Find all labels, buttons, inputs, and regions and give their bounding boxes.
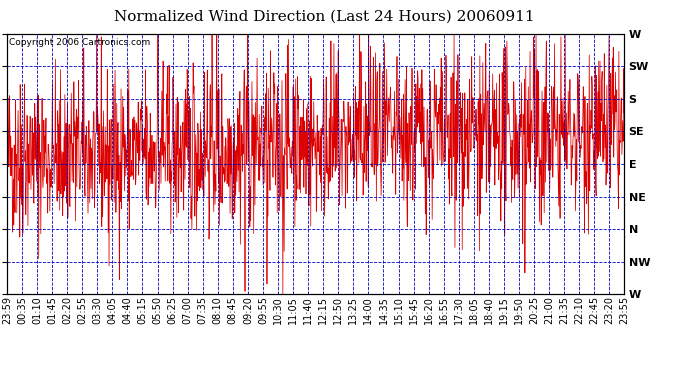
Text: Copyright 2006 Cartronics.com: Copyright 2006 Cartronics.com — [9, 38, 150, 46]
Text: Normalized Wind Direction (Last 24 Hours) 20060911: Normalized Wind Direction (Last 24 Hours… — [114, 9, 535, 23]
